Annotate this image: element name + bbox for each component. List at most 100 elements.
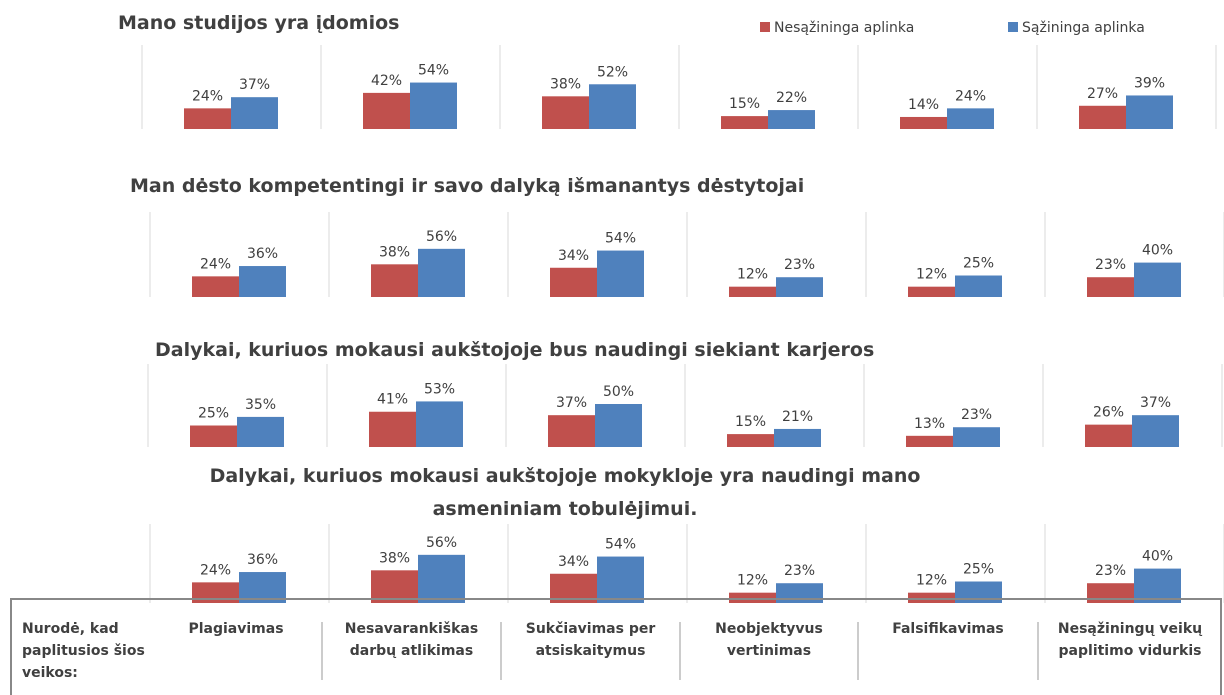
bar [774, 428, 821, 447]
value-label: 22% [776, 90, 807, 106]
row-header: Nurodė, kad paplitusios šios veikos: [22, 621, 145, 681]
bar [548, 415, 595, 447]
value-label: 54% [605, 537, 636, 553]
value-label: 34% [558, 248, 589, 264]
value-label: 56% [426, 229, 457, 245]
bar [955, 275, 1002, 297]
legend-label: Nesąžininga aplinka [774, 20, 914, 36]
value-label: 23% [1095, 257, 1126, 273]
value-label: 15% [729, 96, 760, 112]
value-label: 25% [963, 562, 994, 578]
chart-title: Dalykai, kuriuos mokausi aukštojoje moky… [209, 465, 921, 520]
bar [371, 570, 418, 603]
bar [239, 266, 286, 297]
bar [727, 434, 774, 447]
category-label: Sukčiavimas per atsiskaitymus [525, 621, 656, 659]
legend-swatch [1008, 22, 1018, 32]
value-label: 36% [247, 246, 278, 262]
value-label: 14% [908, 97, 939, 113]
value-label: 39% [1134, 75, 1165, 91]
bar [776, 277, 823, 297]
bar [908, 592, 955, 603]
bar [192, 582, 239, 603]
bar [1134, 568, 1181, 603]
value-label: 37% [1140, 395, 1171, 411]
bar [947, 108, 994, 129]
bar [955, 581, 1002, 603]
value-label: 21% [782, 409, 813, 425]
bar [1079, 105, 1126, 129]
bar [1087, 277, 1134, 297]
chart-title: Dalykai, kuriuos mokausi aukštojoje bus … [155, 339, 875, 361]
value-label: 25% [198, 406, 229, 422]
category-label: Neobjektyvus vertinimas [715, 621, 823, 659]
value-label: 35% [245, 397, 276, 413]
bar [589, 84, 636, 129]
value-label: 38% [550, 76, 581, 92]
value-label: 23% [784, 563, 815, 579]
value-label: 12% [737, 267, 768, 283]
value-label: 15% [735, 414, 766, 430]
legend-swatch [760, 22, 770, 32]
value-label: 54% [605, 231, 636, 247]
chart-title: Mano studijos yra įdomios [118, 12, 400, 34]
value-label: 36% [247, 552, 278, 568]
bar [597, 556, 644, 603]
value-label: 42% [371, 73, 402, 89]
bar [550, 267, 597, 297]
bar [908, 286, 955, 297]
value-label: 23% [961, 407, 992, 423]
bar [1134, 262, 1181, 297]
category-label: Nesavarankiškas darbų atlikimas [344, 621, 479, 659]
bar [239, 572, 286, 603]
bar [418, 248, 465, 297]
bar [363, 92, 410, 129]
bar [721, 116, 768, 129]
value-label: 13% [914, 416, 945, 432]
bar [410, 82, 457, 129]
bar [729, 592, 776, 603]
bar [418, 554, 465, 603]
bar [1085, 424, 1132, 447]
value-label: 26% [1093, 405, 1124, 421]
category-label: Plagiavimas [188, 621, 284, 637]
value-label: 53% [424, 381, 455, 397]
value-label: 37% [239, 77, 270, 93]
value-label: 41% [377, 392, 408, 408]
value-label: 27% [1087, 86, 1118, 102]
bar [416, 401, 463, 447]
value-label: 40% [1142, 243, 1173, 259]
value-label: 40% [1142, 549, 1173, 565]
bar [953, 427, 1000, 447]
value-label: 24% [200, 256, 231, 272]
bar [190, 425, 237, 447]
value-label: 23% [1095, 563, 1126, 579]
value-label: 23% [784, 257, 815, 273]
value-label: 38% [379, 550, 410, 566]
value-label: 24% [955, 88, 986, 104]
value-label: 24% [200, 562, 231, 578]
value-label: 37% [556, 395, 587, 411]
category-table [10, 598, 1222, 695]
bar [542, 96, 589, 129]
bar [231, 97, 278, 129]
value-label: 12% [737, 573, 768, 589]
bar [906, 435, 953, 447]
bar [371, 264, 418, 297]
category-label: Falsifikavimas [892, 621, 1004, 637]
bar [595, 404, 642, 447]
value-label: 34% [558, 554, 589, 570]
bar [597, 250, 644, 297]
value-label: 24% [192, 88, 223, 104]
value-label: 25% [963, 256, 994, 272]
bar [1126, 95, 1173, 129]
bar [237, 416, 284, 447]
bar [729, 286, 776, 297]
value-label: 38% [379, 244, 410, 260]
bar [1132, 415, 1179, 447]
value-label: 12% [916, 573, 947, 589]
bar [900, 116, 947, 129]
category-label: Nesąžiningų veikų paplitimo vidurkis [1057, 621, 1203, 659]
